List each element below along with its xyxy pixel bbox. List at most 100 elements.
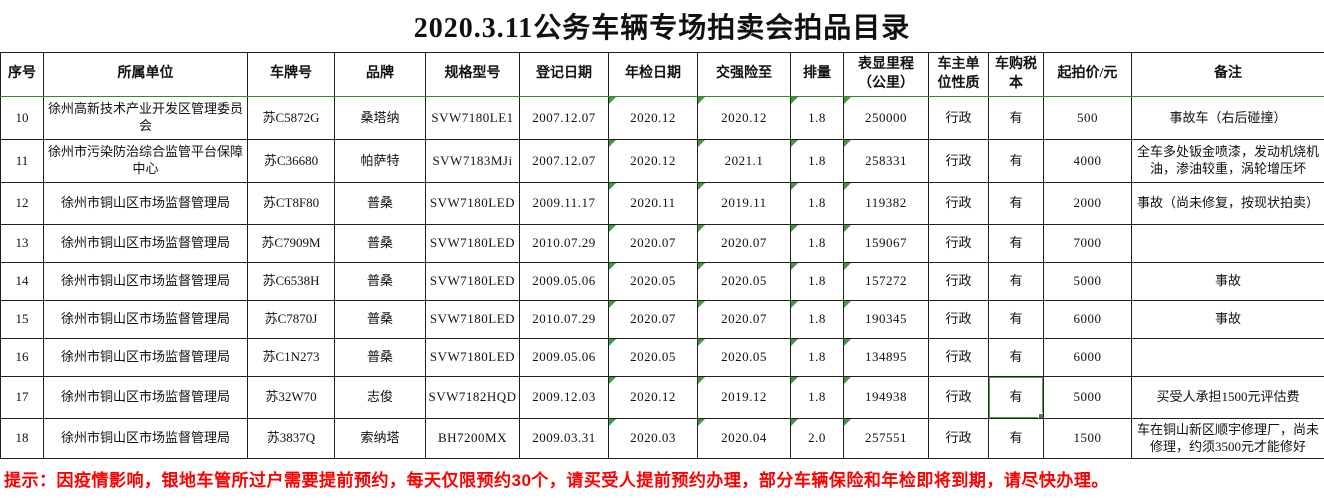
cell-owner-type[interactable]: 行政 bbox=[928, 96, 989, 140]
cell-insurance-until[interactable]: 2020.05 bbox=[697, 338, 791, 377]
header-register-date[interactable]: 登记日期 bbox=[519, 52, 609, 97]
cell-register-date[interactable]: 2009.11.17 bbox=[519, 182, 609, 225]
cell-inspection-date[interactable]: 2020.12 bbox=[608, 96, 698, 140]
cell-tax-book[interactable]: 有 bbox=[988, 262, 1044, 301]
cell-owner-unit[interactable]: 徐州市铜山区市场监督管理局 bbox=[43, 224, 248, 263]
cell-displacement[interactable]: 1.8 bbox=[790, 376, 844, 419]
cell-serial[interactable]: 11 bbox=[0, 139, 44, 183]
cell-brand[interactable]: 普桑 bbox=[334, 182, 426, 225]
cell-start-price[interactable]: 2000 bbox=[1043, 182, 1132, 225]
cell-model[interactable]: SVW7180LED bbox=[425, 182, 520, 225]
cell-model[interactable]: SVW7180LE1 bbox=[425, 96, 520, 140]
cell-mileage[interactable]: 258331 bbox=[843, 139, 929, 183]
cell-inspection-date[interactable]: 2020.07 bbox=[608, 300, 698, 339]
cell-brand[interactable]: 索纳塔 bbox=[334, 418, 426, 459]
header-plate-number[interactable]: 车牌号 bbox=[247, 52, 335, 97]
cell-remarks[interactable] bbox=[1131, 338, 1324, 377]
cell-brand[interactable]: 桑塔纳 bbox=[334, 96, 426, 140]
cell-mileage[interactable]: 119382 bbox=[843, 182, 929, 225]
header-mileage[interactable]: 表显里程（公里） bbox=[843, 52, 929, 97]
cell-inspection-date[interactable]: 2020.07 bbox=[608, 224, 698, 263]
cell-inspection-date[interactable]: 2020.05 bbox=[608, 262, 698, 301]
cell-serial[interactable]: 14 bbox=[0, 262, 44, 301]
cell-displacement[interactable]: 1.8 bbox=[790, 96, 844, 140]
cell-model[interactable]: SVW7180LED bbox=[425, 262, 520, 301]
cell-remarks[interactable]: 全车多处钣金喷漆，发动机烧机油，渗油较重，涡轮增压坏 bbox=[1131, 139, 1324, 183]
cell-insurance-until[interactable]: 2019.12 bbox=[697, 376, 791, 419]
header-model[interactable]: 规格型号 bbox=[425, 52, 520, 97]
cell-owner-unit[interactable]: 徐州市铜山区市场监督管理局 bbox=[43, 418, 248, 459]
cell-owner-type[interactable]: 行政 bbox=[928, 262, 989, 301]
cell-mileage[interactable]: 190345 bbox=[843, 300, 929, 339]
header-displacement[interactable]: 排量 bbox=[790, 52, 844, 97]
cell-brand[interactable]: 普桑 bbox=[334, 338, 426, 377]
cell-brand[interactable]: 帕萨特 bbox=[334, 139, 426, 183]
selected-cell-tax-book[interactable]: 有 bbox=[988, 376, 1044, 419]
cell-start-price[interactable]: 5000 bbox=[1043, 376, 1132, 419]
cell-plate-number[interactable]: 苏C7909M bbox=[247, 224, 335, 263]
cell-serial[interactable]: 16 bbox=[0, 338, 44, 377]
cell-owner-type[interactable]: 行政 bbox=[928, 418, 989, 459]
cell-model[interactable]: BH7200MX bbox=[425, 418, 520, 459]
cell-owner-type[interactable]: 行政 bbox=[928, 300, 989, 339]
cell-start-price[interactable]: 500 bbox=[1043, 96, 1132, 140]
cell-register-date[interactable]: 2010.07.29 bbox=[519, 300, 609, 339]
cell-register-date[interactable]: 2010.07.29 bbox=[519, 224, 609, 263]
cell-displacement[interactable]: 1.8 bbox=[790, 182, 844, 225]
cell-remarks[interactable]: 事故 bbox=[1131, 262, 1324, 301]
cell-mileage[interactable]: 134895 bbox=[843, 338, 929, 377]
cell-mileage[interactable]: 194938 bbox=[843, 376, 929, 419]
cell-brand[interactable]: 志俊 bbox=[334, 376, 426, 419]
header-serial[interactable]: 序号 bbox=[0, 52, 44, 97]
cell-plate-number[interactable]: 苏C5872G bbox=[247, 96, 335, 140]
cell-tax-book[interactable]: 有 bbox=[988, 224, 1044, 263]
cell-mileage[interactable]: 250000 bbox=[843, 96, 929, 140]
cell-owner-unit[interactable]: 徐州市污染防治综合监管平台保障中心 bbox=[43, 139, 248, 183]
cell-start-price[interactable]: 6000 bbox=[1043, 338, 1132, 377]
cell-remarks[interactable]: 事故车（右后碰撞） bbox=[1131, 96, 1324, 140]
cell-owner-type[interactable]: 行政 bbox=[928, 376, 989, 419]
cell-serial[interactable]: 10 bbox=[0, 96, 44, 140]
cell-start-price[interactable]: 7000 bbox=[1043, 224, 1132, 263]
cell-model[interactable]: SVW7182HQD bbox=[425, 376, 520, 419]
cell-mileage[interactable]: 159067 bbox=[843, 224, 929, 263]
cell-tax-book[interactable]: 有 bbox=[988, 300, 1044, 339]
cell-start-price[interactable]: 6000 bbox=[1043, 300, 1132, 339]
cell-tax-book[interactable]: 有 bbox=[988, 418, 1044, 459]
cell-serial[interactable]: 18 bbox=[0, 418, 44, 459]
cell-insurance-until[interactable]: 2020.04 bbox=[697, 418, 791, 459]
cell-serial[interactable]: 13 bbox=[0, 224, 44, 263]
cell-brand[interactable]: 普桑 bbox=[334, 300, 426, 339]
cell-owner-unit[interactable]: 徐州市铜山区市场监督管理局 bbox=[43, 338, 248, 377]
cell-plate-number[interactable]: 苏CT8F80 bbox=[247, 182, 335, 225]
cell-plate-number[interactable]: 苏C1N273 bbox=[247, 338, 335, 377]
cell-serial[interactable]: 17 bbox=[0, 376, 44, 419]
cell-displacement[interactable]: 1.8 bbox=[790, 224, 844, 263]
cell-model[interactable]: SVW7180LED bbox=[425, 224, 520, 263]
cell-owner-type[interactable]: 行政 bbox=[928, 139, 989, 183]
cell-remarks[interactable] bbox=[1131, 224, 1324, 263]
header-owner-type[interactable]: 车主单位性质 bbox=[928, 52, 989, 97]
cell-insurance-until[interactable]: 2019.11 bbox=[697, 182, 791, 225]
cell-tax-book[interactable]: 有 bbox=[988, 96, 1044, 140]
cell-insurance-until[interactable]: 2020.12 bbox=[697, 96, 791, 140]
cell-remarks[interactable]: 买受人承担1500元评估费 bbox=[1131, 376, 1324, 419]
cell-plate-number[interactable]: 苏C6538H bbox=[247, 262, 335, 301]
cell-mileage[interactable]: 257551 bbox=[843, 418, 929, 459]
cell-owner-unit[interactable]: 徐州市铜山区市场监督管理局 bbox=[43, 300, 248, 339]
cell-insurance-until[interactable]: 2020.07 bbox=[697, 300, 791, 339]
cell-mileage[interactable]: 157272 bbox=[843, 262, 929, 301]
cell-inspection-date[interactable]: 2020.12 bbox=[608, 376, 698, 419]
cell-register-date[interactable]: 2009.05.06 bbox=[519, 262, 609, 301]
cell-insurance-until[interactable]: 2020.05 bbox=[697, 262, 791, 301]
cell-register-date[interactable]: 2009.05.06 bbox=[519, 338, 609, 377]
cell-plate-number[interactable]: 苏C36680 bbox=[247, 139, 335, 183]
header-insurance-until[interactable]: 交强险至 bbox=[697, 52, 791, 97]
header-remarks[interactable]: 备注 bbox=[1131, 52, 1324, 97]
cell-inspection-date[interactable]: 2020.12 bbox=[608, 139, 698, 183]
cell-displacement[interactable]: 1.8 bbox=[790, 262, 844, 301]
cell-inspection-date[interactable]: 2020.05 bbox=[608, 338, 698, 377]
cell-displacement[interactable]: 1.8 bbox=[790, 338, 844, 377]
fill-handle[interactable] bbox=[1038, 413, 1043, 418]
cell-owner-unit[interactable]: 徐州市铜山区市场监督管理局 bbox=[43, 262, 248, 301]
